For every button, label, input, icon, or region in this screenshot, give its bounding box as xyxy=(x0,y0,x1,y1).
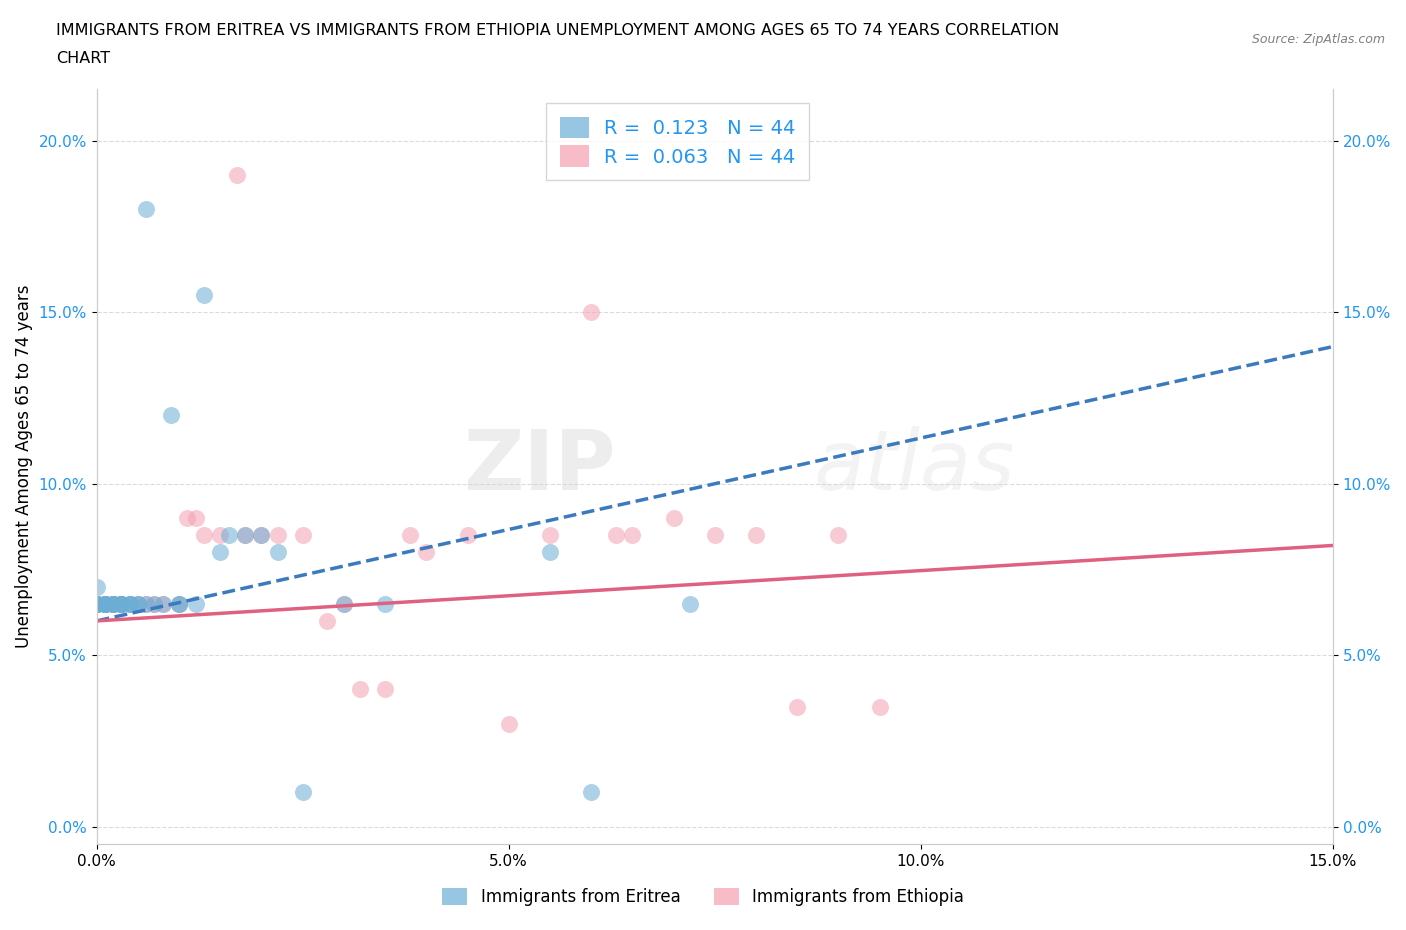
Point xyxy=(135,596,157,611)
Point xyxy=(135,202,157,217)
Point xyxy=(209,527,232,542)
Point xyxy=(101,596,124,611)
Point xyxy=(703,527,725,542)
Point xyxy=(127,596,149,611)
Point xyxy=(218,527,240,542)
Point xyxy=(86,596,108,611)
Point xyxy=(101,596,124,611)
Point xyxy=(374,682,396,697)
Point xyxy=(415,545,437,560)
Point xyxy=(110,596,132,611)
Point xyxy=(110,596,132,611)
Point xyxy=(159,407,181,422)
Point xyxy=(86,596,108,611)
Point xyxy=(291,785,314,800)
Point xyxy=(101,596,124,611)
Point xyxy=(118,596,141,611)
Point xyxy=(94,596,117,611)
Point xyxy=(333,596,356,611)
Text: ZIP: ZIP xyxy=(464,426,616,507)
Point xyxy=(101,596,124,611)
Point xyxy=(94,596,117,611)
Point xyxy=(193,527,215,542)
Point xyxy=(869,699,891,714)
Point xyxy=(86,596,108,611)
Point xyxy=(86,596,108,611)
Point xyxy=(94,596,117,611)
Point xyxy=(101,596,124,611)
Text: IMMIGRANTS FROM ERITREA VS IMMIGRANTS FROM ETHIOPIA UNEMPLOYMENT AMONG AGES 65 T: IMMIGRANTS FROM ERITREA VS IMMIGRANTS FR… xyxy=(56,23,1060,38)
Point xyxy=(101,596,124,611)
Point xyxy=(152,596,174,611)
Point xyxy=(94,596,117,611)
Point xyxy=(745,527,768,542)
Text: CHART: CHART xyxy=(56,51,110,66)
Point xyxy=(135,596,157,611)
Point xyxy=(250,527,273,542)
Legend: R =  0.123   N = 44, R =  0.063   N = 44: R = 0.123 N = 44, R = 0.063 N = 44 xyxy=(546,103,810,180)
Point xyxy=(250,527,273,542)
Point xyxy=(110,596,132,611)
Point xyxy=(827,527,849,542)
Point xyxy=(621,527,644,542)
Point xyxy=(127,596,149,611)
Point xyxy=(316,614,339,629)
Point xyxy=(333,596,356,611)
Text: atlas: atlas xyxy=(814,426,1015,507)
Point xyxy=(167,596,190,611)
Point xyxy=(167,596,190,611)
Point xyxy=(538,527,561,542)
Point xyxy=(86,596,108,611)
Point xyxy=(679,596,702,611)
Point xyxy=(193,287,215,302)
Point xyxy=(167,596,190,611)
Point xyxy=(184,511,207,525)
Point xyxy=(225,167,247,182)
Y-axis label: Unemployment Among Ages 65 to 74 years: Unemployment Among Ages 65 to 74 years xyxy=(15,285,32,648)
Point xyxy=(94,596,117,611)
Point xyxy=(209,545,232,560)
Legend: Immigrants from Eritrea, Immigrants from Ethiopia: Immigrants from Eritrea, Immigrants from… xyxy=(436,881,970,912)
Point xyxy=(184,596,207,611)
Point xyxy=(143,596,166,611)
Point xyxy=(538,545,561,560)
Point xyxy=(110,596,132,611)
Point xyxy=(86,596,108,611)
Point xyxy=(94,596,117,611)
Point xyxy=(118,596,141,611)
Point xyxy=(349,682,371,697)
Point xyxy=(110,596,132,611)
Point xyxy=(605,527,627,542)
Point xyxy=(786,699,808,714)
Point xyxy=(498,716,520,731)
Point xyxy=(101,596,124,611)
Point xyxy=(662,511,685,525)
Text: Source: ZipAtlas.com: Source: ZipAtlas.com xyxy=(1251,33,1385,46)
Point xyxy=(579,305,602,320)
Point xyxy=(94,596,117,611)
Point xyxy=(127,596,149,611)
Point xyxy=(110,596,132,611)
Point xyxy=(291,527,314,542)
Point xyxy=(267,545,290,560)
Point xyxy=(152,596,174,611)
Point xyxy=(86,579,108,594)
Point xyxy=(457,527,479,542)
Point xyxy=(176,511,198,525)
Point xyxy=(94,596,117,611)
Point xyxy=(110,596,132,611)
Point xyxy=(233,527,256,542)
Point xyxy=(233,527,256,542)
Point xyxy=(118,596,141,611)
Point xyxy=(579,785,602,800)
Point xyxy=(143,596,166,611)
Point xyxy=(94,596,117,611)
Point xyxy=(267,527,290,542)
Point xyxy=(398,527,420,542)
Point xyxy=(374,596,396,611)
Point xyxy=(118,596,141,611)
